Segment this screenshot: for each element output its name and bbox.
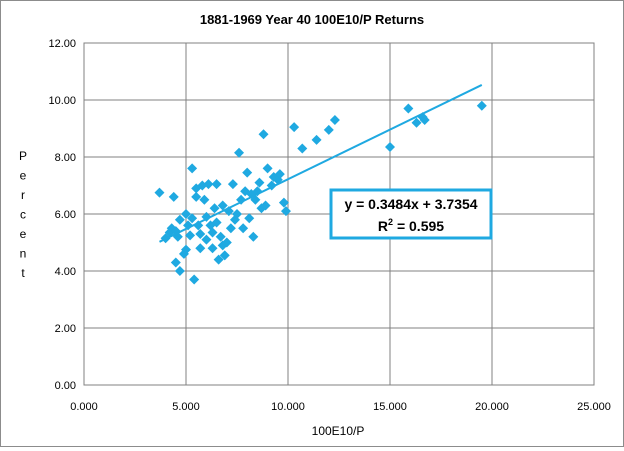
data-point [227, 179, 238, 190]
data-point [219, 250, 230, 261]
data-point [211, 179, 222, 190]
data-point [199, 194, 210, 205]
data-point [191, 191, 202, 202]
data-point [215, 231, 226, 242]
data-point [311, 134, 322, 145]
data-point [185, 230, 196, 241]
data-point [193, 220, 204, 231]
data-point [207, 227, 218, 238]
x-tick-label: 25.000 [577, 401, 611, 413]
data-point [262, 163, 273, 174]
data-point [329, 114, 340, 125]
x-tick-label: 20.000 [475, 401, 509, 413]
trendline-equation: y = 0.3484x + 3.7354 [344, 196, 477, 212]
data-point [258, 129, 269, 140]
data-point [238, 223, 249, 234]
data-point [225, 223, 236, 234]
data-point [211, 217, 222, 228]
y-tick-label: 4.00 [55, 266, 76, 278]
y-tick-label: 8.00 [55, 152, 76, 164]
data-point [232, 209, 242, 219]
data-point [187, 163, 198, 174]
data-point [221, 237, 232, 248]
data-point [207, 243, 218, 254]
data-point [195, 228, 206, 239]
data-point [187, 213, 198, 224]
data-point [297, 143, 308, 154]
plot-area-border [83, 42, 595, 386]
trendline [159, 84, 483, 243]
x-axis-title: 100E10/P [312, 424, 365, 438]
y-tick-label: 6.00 [55, 209, 76, 221]
data-point [183, 220, 194, 231]
data-point [154, 187, 165, 198]
data-point [209, 203, 220, 214]
data-point [411, 117, 422, 128]
data-point [217, 200, 228, 211]
x-tick-label: 15.000 [373, 401, 407, 413]
trendline-r-squared: R2 = 0.595 [378, 217, 444, 234]
data-point [189, 274, 200, 285]
y-tick-label: 2.00 [55, 323, 76, 335]
data-point [248, 231, 259, 242]
data-point [260, 200, 271, 211]
data-point [419, 114, 430, 125]
data-point [323, 124, 334, 135]
data-point [385, 142, 395, 153]
y-tick-label: 10.00 [48, 95, 76, 107]
y-tick-labels: 0.00 2.00 4.00 6.00 8.00 10.00 12.00 [48, 38, 76, 392]
x-tick-label: 0.000 [70, 401, 98, 413]
data-point [476, 100, 487, 111]
data-point [234, 147, 245, 158]
y-tick-label: 12.00 [48, 38, 76, 50]
data-point [201, 234, 212, 245]
data-point [203, 179, 214, 190]
data-point [213, 254, 224, 265]
chart-title: 1881-1969 Year 40 100E10/P Returns [200, 12, 424, 27]
data-point [174, 266, 185, 276]
x-tick-labels: 0.000 5.000 10.000 15.000 20.000 25.000 [70, 401, 611, 413]
data-point [280, 206, 291, 217]
data-point [244, 213, 255, 224]
data-points [154, 100, 487, 285]
data-point [254, 177, 265, 188]
trendline-equation-box: y = 0.3484x + 3.7354 R2 = 0.595 [329, 188, 493, 240]
data-point [274, 169, 285, 180]
data-point [278, 197, 289, 208]
y-tick-label: 0.00 [55, 380, 76, 392]
data-point [403, 103, 414, 114]
data-point [181, 209, 191, 219]
x-tick-label: 5.000 [172, 401, 200, 413]
data-point [174, 214, 185, 225]
data-point [181, 244, 191, 255]
data-point [289, 122, 300, 133]
x-tick-label: 10.000 [271, 401, 305, 413]
data-point [195, 243, 206, 254]
data-point [168, 191, 179, 202]
data-point [170, 257, 181, 268]
data-point [242, 167, 253, 178]
